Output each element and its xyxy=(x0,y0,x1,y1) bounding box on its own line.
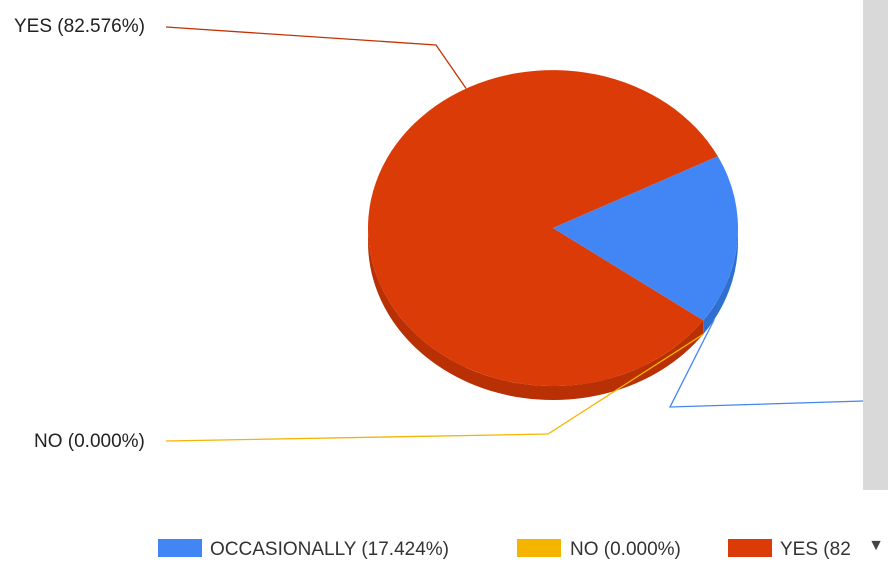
callout-line-yes xyxy=(165,26,467,89)
pie-slice-yes[interactable] xyxy=(367,70,718,387)
pie-slice-occasionally[interactable] xyxy=(553,156,738,321)
legend-label-yes: YES (82 xyxy=(780,539,851,560)
legend-label-no: NO (0.000%) xyxy=(570,539,681,560)
callout-line-no xyxy=(165,333,704,442)
callout-label-no: NO (0.000%) xyxy=(34,431,145,452)
pie-slice-occasionally-side xyxy=(703,228,738,335)
legend-label-occasionally: OCCASIONALLY (17.424%) xyxy=(210,539,449,560)
triangle-down-icon[interactable]: ▼ xyxy=(868,537,884,554)
legend-swatch-no xyxy=(517,539,561,557)
legend: OCCASIONALLY (17.424%) NO (0.000%) YES (… xyxy=(158,539,851,560)
callout-line-occasionally xyxy=(668,319,864,408)
legend-swatch-occasionally xyxy=(158,539,202,557)
scrollbar[interactable] xyxy=(863,0,888,490)
legend-swatch-yes xyxy=(728,539,772,557)
callout-label-yes: YES (82.576%) xyxy=(14,16,145,37)
